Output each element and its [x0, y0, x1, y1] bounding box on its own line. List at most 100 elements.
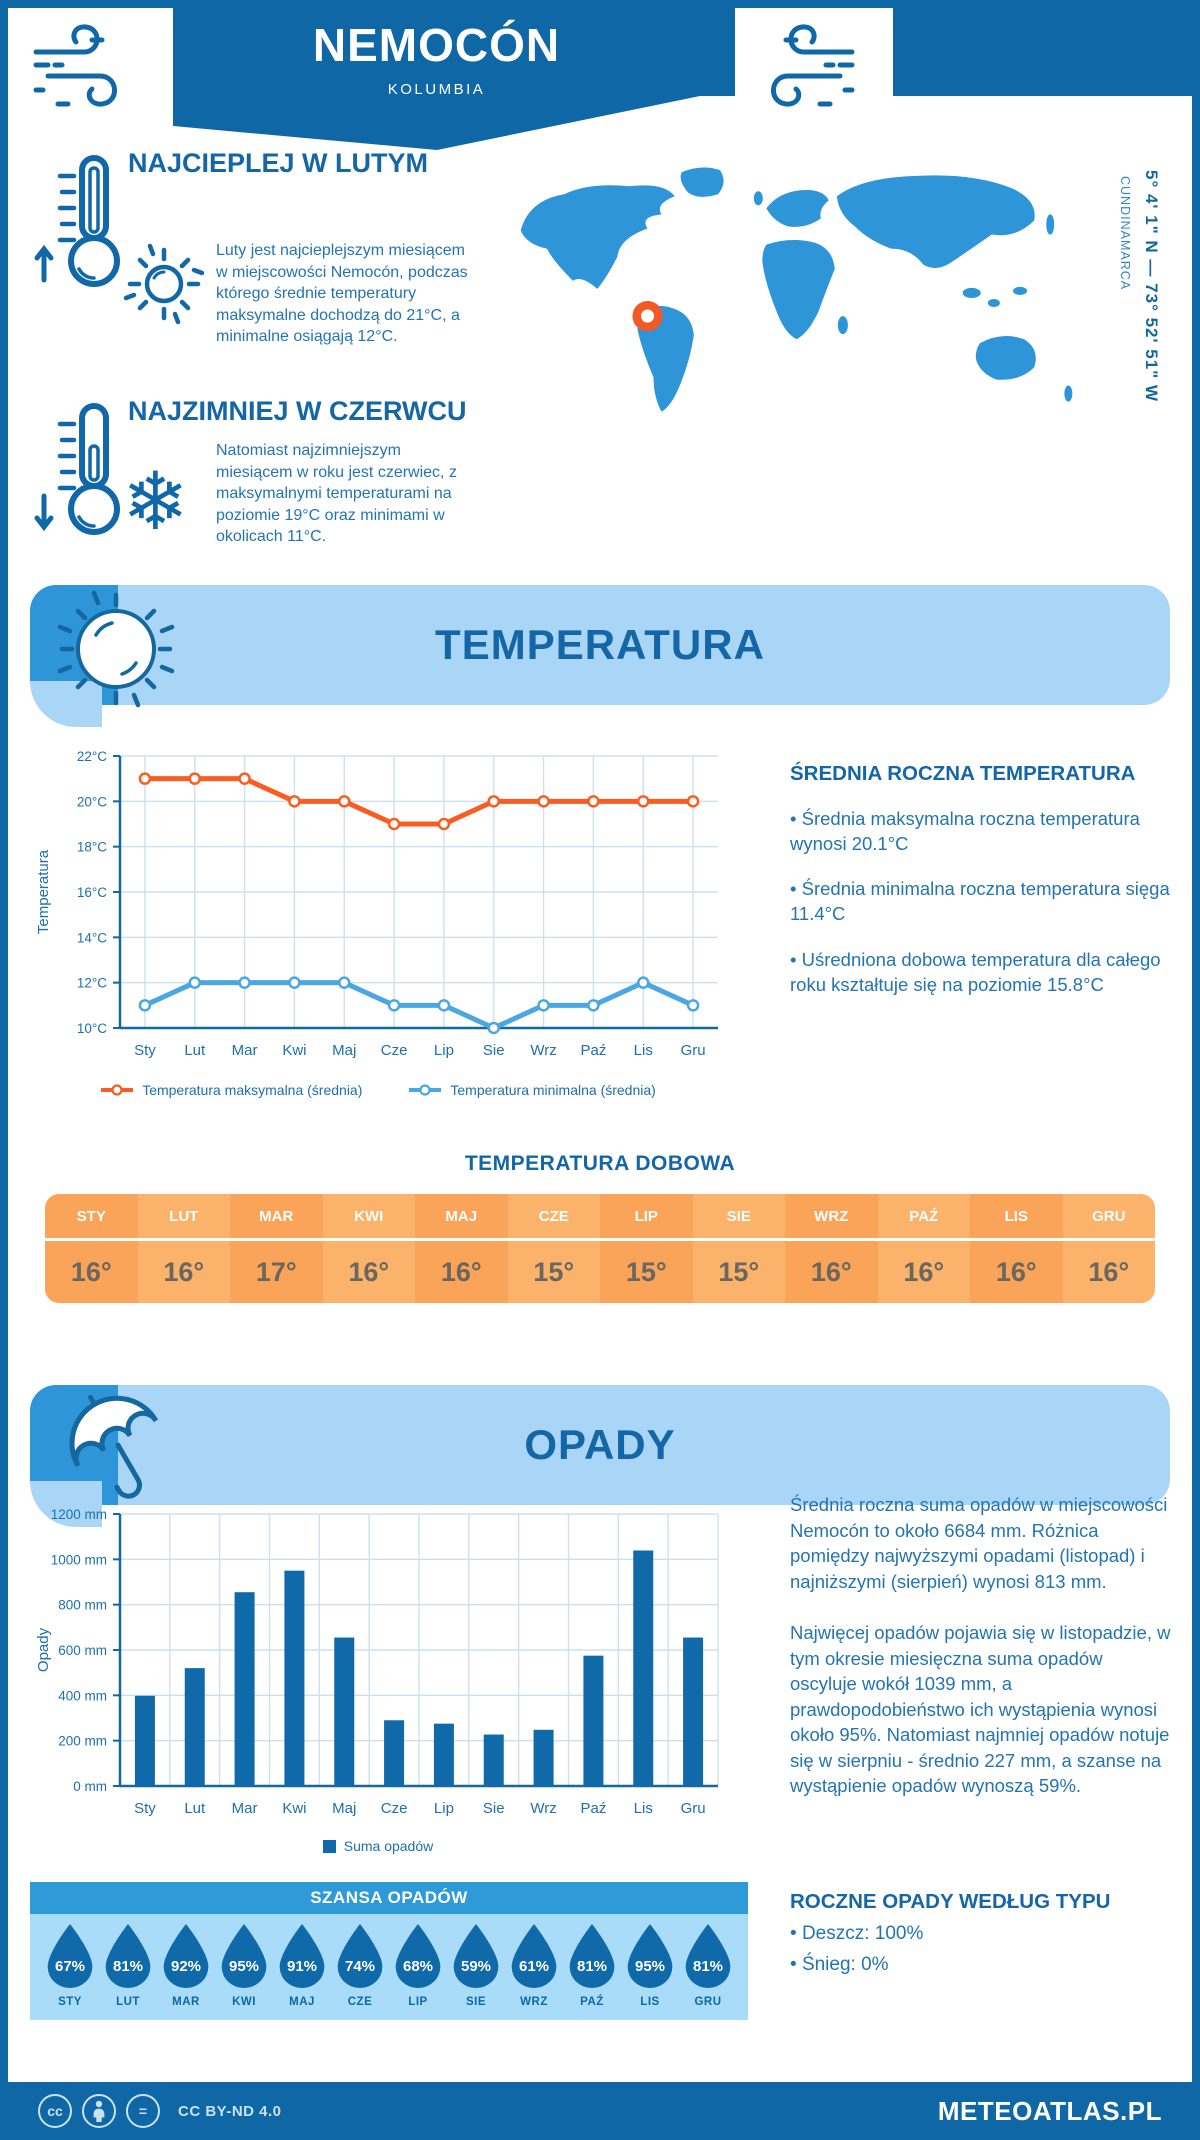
legend-label: Suma opadów	[343, 1838, 434, 1854]
svg-text:Lis: Lis	[634, 1800, 653, 1817]
svg-text:Sty: Sty	[134, 1800, 156, 1817]
svg-text:14°C: 14°C	[77, 930, 107, 945]
table-header-cell: LIS	[970, 1194, 1063, 1241]
daily-temperature-title: TEMPERATURA DOBOWA	[464, 1152, 736, 1175]
highlight-coldest-text: Natomiast najzimniejszym miesiącem w rok…	[216, 442, 457, 546]
precipitation-type: ROCZNE OPADY WEDŁUG TYPU Deszcz: 100% Śni…	[790, 1890, 1172, 1976]
sun-banner-icon	[57, 590, 175, 708]
svg-text:Lut: Lut	[184, 1800, 206, 1817]
precipitation-chart: 0 mm 200 mm 400 mm 600 mm 800 mm 1000 mm 1200 …	[28, 1498, 728, 1836]
chance-droplet: 59% SIE	[448, 1923, 504, 2008]
droplet-month: PAŹ	[580, 1996, 604, 2008]
svg-text:Lis: Lis	[634, 1042, 653, 1059]
droplet-percentage: 81%	[692, 1958, 724, 1975]
table-value-cell: 15°	[692, 1241, 785, 1303]
legend-item: Suma opadów	[322, 1838, 434, 1854]
svg-text:20°C: 20°C	[77, 794, 107, 809]
chance-droplet: 95% KWI	[216, 1923, 272, 2008]
highlight-warmest-text: Luty jest najcieplejszym miesiącem w mie…	[216, 242, 468, 346]
svg-text:Opady: Opady	[35, 1627, 52, 1672]
chance-droplet: 61% WRZ	[506, 1923, 562, 2008]
cc-license: cc = CC BY-ND 4.0	[38, 2094, 282, 2128]
svg-text:Sie: Sie	[483, 1042, 505, 1059]
table-header-cell: GRU	[1062, 1194, 1155, 1241]
droplet-month: LIP	[408, 1996, 428, 2008]
cc-nd-icon: =	[126, 2094, 160, 2128]
precipitation-paragraph: Najwięcej opadów pojawia się w listopadz…	[790, 1622, 1171, 1797]
highlight-warmest-title: NAJCIEPLEJ W LUTYM	[128, 148, 429, 178]
table-header-cell: LIP	[600, 1194, 693, 1241]
chance-panel-title: SZANSA OPADÓW	[30, 1882, 748, 1914]
droplet-percentage: 74%	[344, 1958, 376, 1975]
precipitation-bar-chart-svg: 0 mm 200 mm 400 mm 600 mm 800 mm 1000 mm 1200 …	[35, 1507, 719, 1817]
table-value-cell: 16°	[785, 1241, 878, 1303]
droplet-percentage: 68%	[402, 1958, 434, 1975]
svg-text:22°C: 22°C	[77, 749, 107, 764]
thermometer-down-icon	[34, 403, 120, 535]
table-header-cell: STY	[45, 1194, 138, 1241]
svg-text:Wrz: Wrz	[530, 1042, 556, 1059]
chance-droplet: 81% PAŹ	[564, 1923, 620, 2008]
droplet-month: SIE	[465, 1996, 487, 2008]
bullet-item: Śnieg: 0%	[790, 1954, 1172, 1976]
svg-text:Lip: Lip	[434, 1042, 454, 1059]
svg-text:Maj: Maj	[332, 1800, 356, 1817]
table-header-cell: MAR	[230, 1194, 323, 1241]
chance-panel: SZANSA OPADÓW 67% STY 81% LUT 92% MAR 95% KWI 91…	[30, 1882, 748, 2020]
droplet-month: MAJ	[289, 1996, 315, 2008]
table-value-cell: 16°	[970, 1241, 1063, 1303]
footer: cc = CC BY-ND 4.0 METEOATLAS.PL	[0, 2082, 1200, 2140]
svg-text:Gru: Gru	[681, 1800, 706, 1817]
svg-text:200 mm: 200 mm	[58, 1734, 107, 1749]
legend-label: Temperatura maksymalna (średnia)	[142, 1082, 363, 1098]
chance-droplet: 68% LIP	[390, 1923, 446, 2008]
temperature-banner: TEMPERATURA	[30, 585, 1170, 727]
cc-license-label: CC BY-ND 4.0	[178, 2102, 282, 2120]
svg-text:Gru: Gru	[681, 1042, 706, 1059]
cc-attribution-icon	[82, 2094, 116, 2128]
snowflake-icon: ❄	[122, 455, 190, 548]
svg-text:1000 mm: 1000 mm	[51, 1552, 107, 1567]
location-marker-icon	[632, 300, 663, 332]
chance-droplet: 95% LIS	[622, 1923, 678, 2008]
bullet-item: Deszcz: 100%	[790, 1923, 1172, 1945]
temperature-summary-title: ŚREDNIA ROCZNA TEMPERATURA	[790, 762, 1136, 785]
precipitation-text: Średnia roczna suma opadów w miejscowośc…	[790, 1492, 1172, 1825]
water-drop-icon	[685, 1923, 731, 1989]
temperature-summary: ŚREDNIA ROCZNA TEMPERATURA Średnia maksy…	[790, 762, 1172, 997]
world-map	[520, 167, 1073, 412]
svg-text:12°C: 12°C	[77, 976, 107, 991]
svg-text:Cze: Cze	[381, 1800, 408, 1817]
header-titles: NEMOCÓN KOLUMBIA	[173, 22, 700, 98]
legend-label: Temperatura minimalna (średnia)	[450, 1082, 656, 1098]
legend-swatch	[322, 1839, 336, 1853]
chance-droplet: 81% GRU	[680, 1923, 736, 2008]
table-value-cell: 16°	[1062, 1241, 1155, 1303]
precipitation-type-title: ROCZNE OPADY WEDŁUG TYPU	[790, 1890, 1111, 1913]
svg-text:1200 mm: 1200 mm	[51, 1507, 107, 1522]
svg-text:10°C: 10°C	[77, 1021, 107, 1036]
table-header-cell: CZE	[507, 1194, 600, 1241]
water-drop-icon	[627, 1923, 673, 1989]
svg-text:Lip: Lip	[434, 1800, 454, 1817]
legend-item: Temperatura maksymalna (średnia)	[100, 1082, 362, 1098]
table-value-cell: 17°	[230, 1241, 323, 1303]
bullet-item: Uśredniona dobowa temperatura dla całego…	[790, 947, 1172, 997]
water-drop-icon	[337, 1923, 383, 1989]
temperature-banner-title: TEMPERATURA	[435, 621, 765, 668]
table-value-cell: 16°	[322, 1241, 415, 1303]
table-value-cell: 16°	[877, 1241, 970, 1303]
water-drop-icon	[279, 1923, 325, 1989]
droplet-month: GRU	[694, 1996, 722, 2008]
svg-text:Paź: Paź	[580, 1042, 606, 1059]
droplet-percentage: 81%	[112, 1958, 144, 1975]
droplet-month: MAR	[172, 1996, 200, 2008]
svg-text:0 mm: 0 mm	[73, 1779, 107, 1794]
droplet-month: LIS	[640, 1996, 660, 2008]
droplet-percentage: 95%	[228, 1958, 260, 1975]
droplet-month: LUT	[116, 1996, 140, 2008]
water-drop-icon	[221, 1923, 267, 1989]
cc-icon: cc	[38, 2094, 72, 2128]
highlight-coldest-title: NAJZIMNIEJ W CZERWCU	[128, 396, 467, 426]
svg-text:16°C: 16°C	[77, 885, 107, 900]
